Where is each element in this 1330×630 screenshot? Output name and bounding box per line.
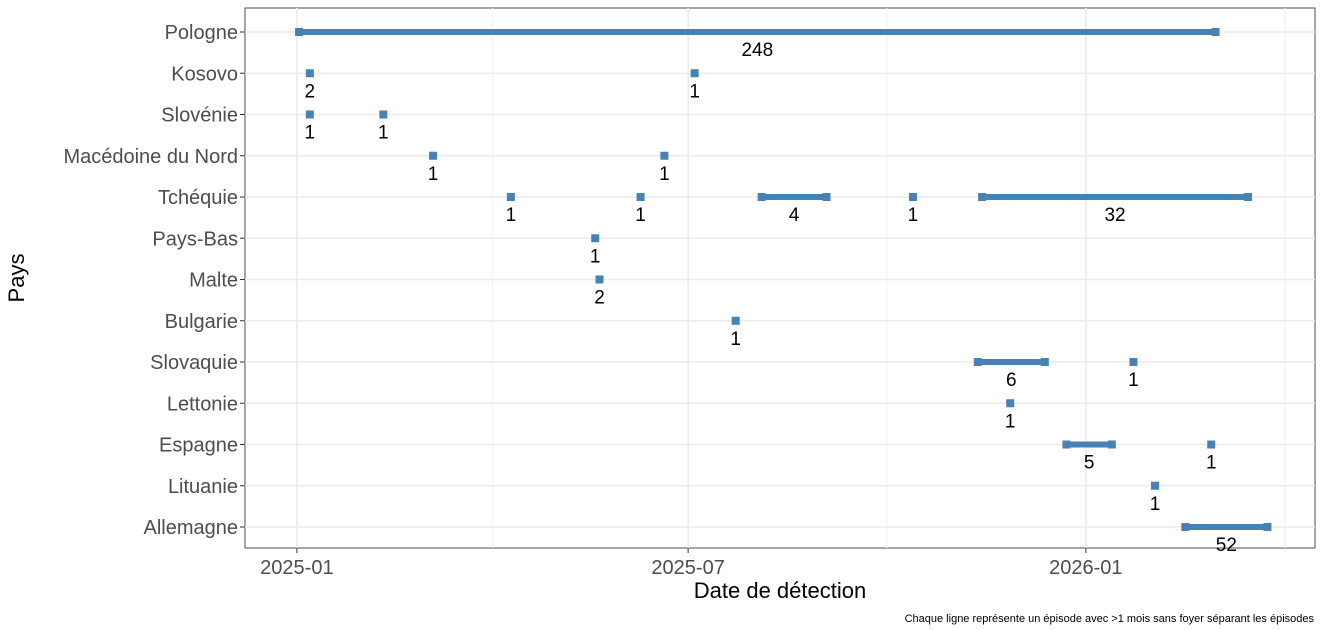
episode-count-label: 1 bbox=[378, 123, 389, 144]
episode-start-marker bbox=[908, 193, 917, 201]
episode-end-marker bbox=[1040, 358, 1049, 366]
episode-count-label: 2 bbox=[305, 81, 316, 102]
episode-count-label: 1 bbox=[1150, 494, 1161, 515]
country-label: Allemagne bbox=[143, 517, 238, 539]
x-tick-label: 2026-01 bbox=[1049, 557, 1122, 579]
country-labels: Pologne Kosovo Slovénie Macédoine du Nord Tc… bbox=[63, 22, 245, 539]
episode-count-label: 1 bbox=[635, 205, 646, 226]
x-axis-title: Date de détection bbox=[694, 578, 866, 603]
episode-start-marker bbox=[1006, 399, 1015, 408]
country-label: Tchéquie bbox=[158, 187, 238, 209]
episode-start-marker bbox=[636, 193, 645, 201]
country-label: Malte bbox=[189, 270, 238, 292]
x-axis-ticks: 2025-01 2025-07 2026-01 bbox=[260, 548, 1123, 579]
episode-count-label: 1 bbox=[1005, 411, 1016, 432]
episode-count-label: 6 bbox=[1006, 370, 1017, 391]
episode-end-marker bbox=[1211, 28, 1220, 36]
episode-count-label: 1 bbox=[1128, 370, 1139, 391]
episode-count-label: 1 bbox=[305, 123, 316, 144]
episode-count-label: 2 bbox=[594, 288, 605, 309]
x-tick-label: 2025-01 bbox=[260, 557, 333, 579]
episode-end-marker bbox=[1107, 440, 1116, 449]
episode-count-label: 4 bbox=[789, 205, 800, 226]
country-label: Lettonie bbox=[167, 393, 238, 415]
country-label: Bulgarie bbox=[165, 311, 238, 333]
episode-start-marker bbox=[1129, 358, 1138, 366]
country-label: Pays-Bas bbox=[152, 228, 238, 250]
episode-start-marker bbox=[595, 275, 604, 284]
episode-start-marker bbox=[731, 316, 740, 325]
chart-caption: Chaque ligne représente un épisode avec … bbox=[905, 613, 1315, 625]
episode-end-marker bbox=[1243, 193, 1252, 201]
episode-start-marker bbox=[591, 234, 600, 243]
country-label: Slovaquie bbox=[150, 352, 238, 374]
episode-start-marker bbox=[379, 110, 388, 119]
episode-count-label: 1 bbox=[428, 164, 439, 185]
y-axis-title: Pays bbox=[4, 254, 29, 303]
episode-start-marker bbox=[305, 69, 314, 78]
episode-start-marker bbox=[660, 151, 669, 160]
country-label: Slovénie bbox=[161, 105, 238, 127]
episode-start-marker bbox=[506, 193, 515, 201]
episode-count-label: 1 bbox=[659, 164, 670, 185]
episode-count-label: 32 bbox=[1104, 205, 1125, 226]
episode-count-label: 1 bbox=[1206, 453, 1217, 474]
x-tick-label: 2025-07 bbox=[651, 557, 724, 579]
episode-count-label: 1 bbox=[689, 81, 700, 102]
country-label: Macédoine du Nord bbox=[63, 146, 238, 168]
episode-count-label: 1 bbox=[506, 205, 517, 226]
plot-panel bbox=[244, 7, 1316, 549]
episodes-layer bbox=[295, 28, 1272, 531]
episode-count-label: 1 bbox=[730, 329, 741, 350]
country-label: Lituanie bbox=[168, 476, 238, 498]
episode-count-label: 1 bbox=[908, 205, 919, 226]
episode-start-marker bbox=[1151, 481, 1160, 490]
episode-start-marker bbox=[1207, 440, 1216, 449]
episode-count-label: 5 bbox=[1084, 453, 1095, 474]
episode-start-marker bbox=[429, 151, 438, 160]
episode-end-marker bbox=[1263, 523, 1272, 531]
country-label: Pologne bbox=[165, 22, 238, 44]
episode-start-marker bbox=[690, 69, 699, 78]
episode-count-label: 1 bbox=[590, 246, 601, 267]
grid-layer bbox=[245, 8, 1315, 548]
country-label: Espagne bbox=[159, 435, 238, 457]
episode-count-label: 248 bbox=[741, 40, 773, 61]
country-label: Kosovo bbox=[171, 63, 238, 85]
episode-count-label: 52 bbox=[1216, 535, 1237, 556]
episode-end-marker bbox=[822, 193, 831, 201]
episode-start-marker bbox=[305, 110, 314, 119]
